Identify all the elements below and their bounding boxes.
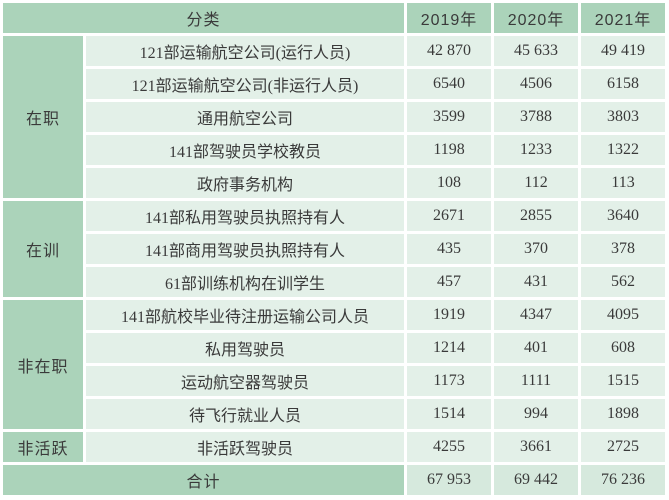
value-cell-year-2: 562 bbox=[581, 267, 666, 297]
row-label: 运动航空器驾驶员 bbox=[86, 366, 405, 396]
table-row: 61部训练机构在训学生 457 431 562 bbox=[3, 267, 666, 297]
table-row: 非在职 141部航校毕业待注册运输公司人员 1919 4347 4095 bbox=[3, 300, 666, 429]
table-row: 121部运输航空公司(非运行人员) 6540 4506 6158 bbox=[3, 69, 666, 99]
group-label-3: 非活跃 bbox=[3, 432, 83, 462]
total-label: 合计 bbox=[3, 465, 405, 495]
total-value-year-0: 67 953 bbox=[407, 465, 492, 495]
value-cell-year-0: 435 bbox=[407, 234, 492, 264]
value-cell-year-0: 1214 bbox=[407, 333, 492, 363]
year-header-2021: 2021年 bbox=[581, 3, 666, 33]
group-label-2: 非在职 bbox=[3, 300, 83, 429]
total-value-year-1: 69 442 bbox=[494, 465, 579, 495]
header-row: 分类 2019年 2020年 2021年 bbox=[3, 3, 666, 33]
value-cell-year-0: 1919 bbox=[407, 300, 492, 330]
value-cell-year-0: 4255 bbox=[407, 432, 492, 462]
year-header-2020: 2020年 bbox=[494, 3, 579, 33]
value-cell-year-2: 6158 bbox=[581, 69, 666, 99]
value-cell-year-2: 49 419 bbox=[581, 36, 666, 66]
row-label: 141部商用驾驶员执照持有人 bbox=[86, 234, 405, 264]
row-label: 待飞行就业人员 bbox=[86, 399, 405, 429]
value-cell-year-1: 431 bbox=[494, 267, 579, 297]
value-cell-year-0: 1198 bbox=[407, 135, 492, 165]
year-header-2019: 2019年 bbox=[407, 3, 492, 33]
row-label: 121部运输航空公司(运行人员) bbox=[86, 36, 405, 66]
row-label: 141部航校毕业待注册运输公司人员 bbox=[86, 300, 405, 330]
table-row: 141部商用驾驶员执照持有人 435 370 378 bbox=[3, 234, 666, 264]
row-label: 121部运输航空公司(非运行人员) bbox=[86, 69, 405, 99]
value-cell-year-1: 4347 bbox=[494, 300, 579, 330]
value-cell-year-1: 45 633 bbox=[494, 36, 579, 66]
row-label: 141部驾驶员学校教员 bbox=[86, 135, 405, 165]
table-row: 非活跃 非活跃驾驶员 4255 3661 2725 bbox=[3, 432, 666, 462]
value-cell-year-2: 608 bbox=[581, 333, 666, 363]
row-label: 141部私用驾驶员执照持有人 bbox=[86, 201, 405, 231]
row-label: 私用驾驶员 bbox=[86, 333, 405, 363]
value-cell-year-1: 1111 bbox=[494, 366, 579, 396]
value-cell-year-2: 1515 bbox=[581, 366, 666, 396]
value-cell-year-2: 1898 bbox=[581, 399, 666, 429]
value-cell-year-0: 108 bbox=[407, 168, 492, 198]
value-cell-year-1: 3661 bbox=[494, 432, 579, 462]
table-row: 通用航空公司 3599 3788 3803 bbox=[3, 102, 666, 132]
table-row: 政府事务机构 108 112 113 bbox=[3, 168, 666, 198]
value-cell-year-0: 3599 bbox=[407, 102, 492, 132]
value-cell-year-1: 4506 bbox=[494, 69, 579, 99]
table-row: 在训 141部私用驾驶员执照持有人 2671 2855 3640 bbox=[3, 201, 666, 297]
total-row: 合计 67 953 69 442 76 236 bbox=[3, 465, 666, 495]
value-cell-year-1: 1233 bbox=[494, 135, 579, 165]
table-body: 在职 121部运输航空公司(运行人员) 42 870 45 633 49 419 121部… bbox=[3, 36, 666, 495]
value-cell-year-0: 1173 bbox=[407, 366, 492, 396]
value-cell-year-0: 42 870 bbox=[407, 36, 492, 66]
value-cell-year-1: 2855 bbox=[494, 201, 579, 231]
row-label: 非活跃驾驶员 bbox=[86, 432, 405, 462]
value-cell-year-1: 370 bbox=[494, 234, 579, 264]
value-cell-year-1: 401 bbox=[494, 333, 579, 363]
value-cell-year-1: 112 bbox=[494, 168, 579, 198]
value-cell-year-2: 2725 bbox=[581, 432, 666, 462]
table-row: 141部驾驶员学校教员 1198 1233 1322 bbox=[3, 135, 666, 165]
row-label: 政府事务机构 bbox=[86, 168, 405, 198]
value-cell-year-0: 457 bbox=[407, 267, 492, 297]
group-label-1: 在训 bbox=[3, 201, 83, 297]
table-row: 运动航空器驾驶员 1173 1111 1515 bbox=[3, 366, 666, 396]
table-row: 在职 121部运输航空公司(运行人员) 42 870 45 633 49 419 bbox=[3, 36, 666, 198]
category-header: 分类 bbox=[3, 3, 405, 33]
row-label: 通用航空公司 bbox=[86, 102, 405, 132]
table-row: 私用驾驶员 1214 401 608 bbox=[3, 333, 666, 363]
value-cell-year-2: 378 bbox=[581, 234, 666, 264]
value-cell-year-2: 1322 bbox=[581, 135, 666, 165]
table-row: 待飞行就业人员 1514 994 1898 bbox=[3, 399, 666, 429]
row-label: 61部训练机构在训学生 bbox=[86, 267, 405, 297]
value-cell-year-1: 3788 bbox=[494, 102, 579, 132]
value-cell-year-2: 113 bbox=[581, 168, 666, 198]
value-cell-year-2: 4095 bbox=[581, 300, 666, 330]
group-label-0: 在职 bbox=[3, 36, 83, 198]
value-cell-year-0: 6540 bbox=[407, 69, 492, 99]
value-cell-year-0: 2671 bbox=[407, 201, 492, 231]
value-cell-year-0: 1514 bbox=[407, 399, 492, 429]
total-value-year-2: 76 236 bbox=[581, 465, 666, 495]
value-cell-year-2: 3640 bbox=[581, 201, 666, 231]
value-cell-year-1: 994 bbox=[494, 399, 579, 429]
value-cell-year-2: 3803 bbox=[581, 102, 666, 132]
